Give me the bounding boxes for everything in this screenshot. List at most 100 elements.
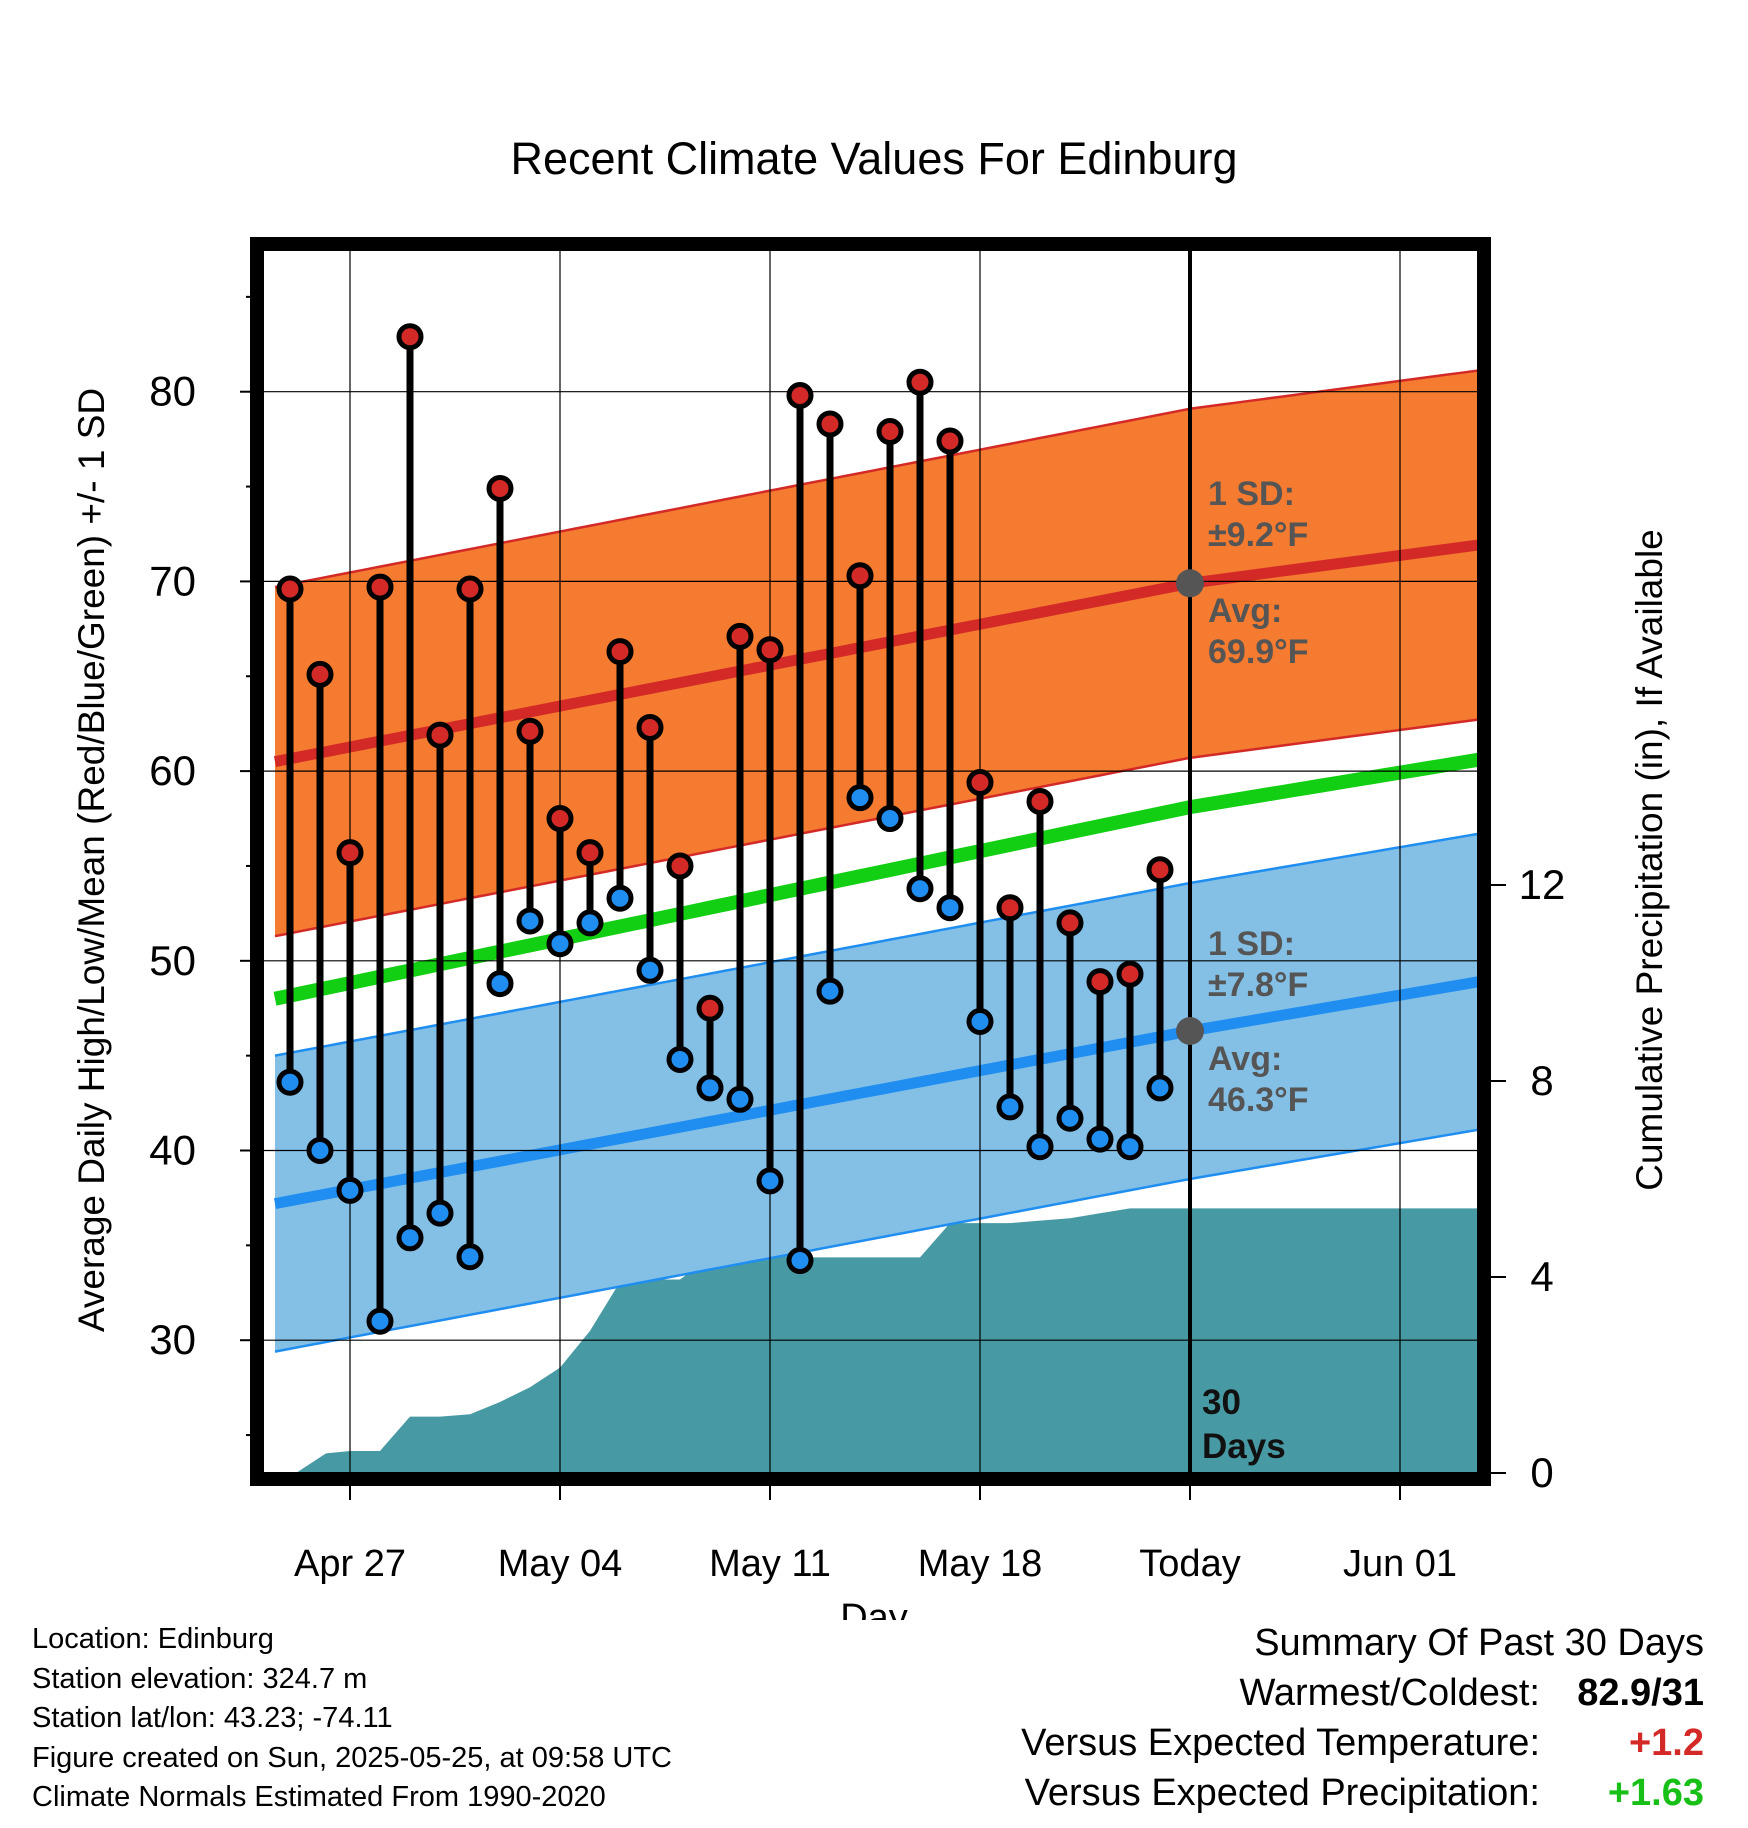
daily-low-point — [1146, 1074, 1174, 1102]
daily-high-point — [1056, 909, 1084, 937]
daily-high-point — [366, 573, 394, 601]
daily-high-point — [906, 368, 934, 396]
high-avg-value: 69.9°F — [1208, 633, 1309, 671]
y-axis-left-label: Average Daily High/Low/Mean (Red/Blue/Gr… — [71, 388, 112, 1332]
daily-low-point — [366, 1307, 394, 1335]
daily-high-point — [1116, 960, 1144, 988]
daily-low-point — [576, 909, 604, 937]
daily-high-point — [336, 839, 364, 867]
daily-low-point — [876, 805, 904, 833]
daily-high-point — [306, 660, 334, 688]
summary-temp-row: Versus Expected Temperature: +1.2 — [1021, 1718, 1704, 1768]
daily-high-point — [756, 636, 784, 664]
daily-high-point — [696, 994, 724, 1022]
daily-low-point — [1116, 1133, 1144, 1161]
daily-low-point — [1056, 1104, 1084, 1132]
window-count-label: 30 — [1202, 1383, 1241, 1422]
daily-high-point — [846, 562, 874, 590]
normal-high-line — [273, 539, 1478, 768]
daily-low-point — [756, 1167, 784, 1195]
daily-high-point — [576, 839, 604, 867]
daily-high-point — [666, 852, 694, 880]
daily-high-point — [426, 721, 454, 749]
y-right-tick-label: 8 — [1530, 1057, 1553, 1104]
station-info: Location: Edinburg Station elevation: 32… — [32, 1620, 672, 1818]
summary-temp-value: +1.2 — [1628, 1722, 1704, 1764]
summary-temp-label: Versus Expected Temperature: — [1021, 1722, 1540, 1764]
normal-mean-line — [273, 752, 1478, 1006]
y-right-tick-label: 4 — [1530, 1253, 1553, 1300]
info-normals: Climate Normals Estimated From 1990-2020 — [32, 1781, 606, 1813]
daily-high-point — [966, 768, 994, 796]
daily-high-point — [726, 622, 754, 650]
daily-low-point — [306, 1137, 334, 1165]
daily-high-point — [516, 717, 544, 745]
daily-high-point — [486, 474, 514, 502]
daily-high-point — [1146, 856, 1174, 884]
info-latlon: Station lat/lon: 43.23; -74.11 — [32, 1702, 393, 1734]
summary-precip-label: Versus Expected Precipitation: — [1024, 1772, 1540, 1814]
low-avg-label: Avg: — [1208, 1040, 1282, 1078]
daily-high-point — [816, 410, 844, 438]
high-sd-band-upper-edge — [274, 369, 1478, 589]
x-tick-label: May 11 — [709, 1543, 831, 1585]
daily-high-point — [1026, 787, 1054, 815]
y-left-tick-label: 50 — [149, 937, 196, 984]
normal-low-line — [273, 976, 1478, 1210]
daily-low-point — [906, 875, 934, 903]
today-low-avg-marker — [1176, 1016, 1204, 1045]
summary-precip-row: Versus Expected Precipitation: +1.63 — [1021, 1768, 1704, 1818]
daily-low-point — [426, 1199, 454, 1227]
low-sd-label: 1 SD: — [1208, 925, 1295, 963]
today-high-avg-marker — [1176, 569, 1204, 598]
daily-high-point — [606, 638, 634, 666]
daily-low-point — [996, 1093, 1024, 1121]
y-axis-right-label: Cumulative Precipitation (in), If Availa… — [1629, 529, 1670, 1191]
plot-frame — [250, 237, 1491, 1486]
x-tick-label: Apr 27 — [294, 1543, 406, 1585]
daily-high-point — [456, 575, 484, 603]
y-left-tick-label: 80 — [149, 368, 196, 415]
climate-chart: Recent Climate Values For Edinburg 1 SD:… — [71, 133, 1670, 1620]
daily-high-point — [936, 427, 964, 455]
daily-low-point — [486, 970, 514, 998]
daily-low-point — [1086, 1125, 1114, 1153]
info-elevation: Station elevation: 324.7 m — [32, 1662, 368, 1695]
x-axis-label: Day — [840, 1597, 908, 1620]
y-left-tick-label: 40 — [149, 1127, 196, 1174]
x-tick-label: May 04 — [498, 1543, 623, 1585]
window-unit-label: Days — [1202, 1427, 1286, 1466]
daily-low-point — [516, 907, 544, 935]
y-right-tick-label: 12 — [1519, 861, 1566, 908]
low-sd-value: ±7.8°F — [1208, 966, 1308, 1004]
daily-high-point — [636, 713, 664, 741]
daily-high-point — [786, 382, 814, 410]
y-left-tick-label: 70 — [149, 557, 196, 604]
daily-low-point — [336, 1176, 364, 1204]
daily-high-point — [996, 894, 1024, 922]
daily-low-point — [726, 1085, 754, 1113]
daily-low-point — [546, 930, 574, 958]
high-avg-label: Avg: — [1208, 592, 1282, 630]
daily-low-point — [396, 1224, 424, 1252]
low-sd-band-lower-edge — [274, 1128, 1478, 1353]
daily-high-point — [276, 575, 304, 603]
x-tick-label: Jun 01 — [1343, 1543, 1457, 1585]
daily-low-point — [276, 1068, 304, 1096]
daily-low-point — [816, 977, 844, 1005]
low-sd-band-upper-edge — [274, 832, 1478, 1057]
daily-low-point — [846, 784, 874, 812]
daily-low-point — [786, 1247, 814, 1275]
daily-low-point — [666, 1045, 694, 1073]
summary-warm-cold-label: Warmest/Coldest: — [1239, 1672, 1540, 1714]
daily-low-point — [966, 1008, 994, 1036]
high-sd-band — [275, 370, 1478, 937]
daily-low-point — [696, 1074, 724, 1102]
high-sd-label: 1 SD: — [1208, 475, 1295, 513]
daily-high-point — [396, 323, 424, 351]
daily-low-point — [456, 1243, 484, 1271]
daily-low-point — [636, 956, 664, 984]
summary-heading: Summary Of Past 30 Days — [1254, 1622, 1704, 1664]
info-location: Location: Edinburg — [32, 1623, 274, 1655]
